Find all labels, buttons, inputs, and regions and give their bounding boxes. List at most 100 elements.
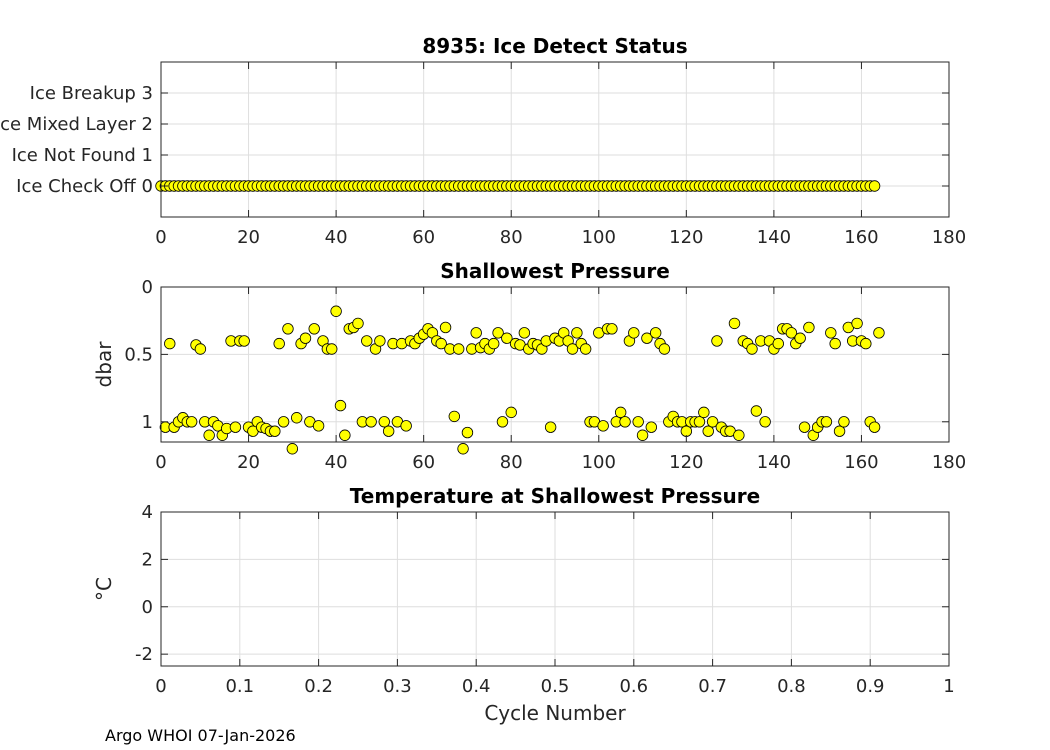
data-point <box>750 405 763 417</box>
chart-title: Temperature at Shallowest Pressure <box>350 484 760 508</box>
shallowest-pressure-panel: 0 20 40 60 80 100 120 140 160 180 0 0.5 1 Shallowest … <box>92 259 966 473</box>
data-point <box>164 337 176 350</box>
axes-frame <box>160 286 950 443</box>
data-point <box>448 410 461 423</box>
data-point <box>606 323 618 335</box>
x-tick-label: 0.6 <box>619 676 648 697</box>
x-tick-label: 160 <box>844 227 878 248</box>
data-point <box>382 425 395 437</box>
y-tick-label: Ice Breakup 3 <box>30 83 153 104</box>
data-point <box>365 416 377 428</box>
x-tick-label: 140 <box>757 452 791 473</box>
data-point <box>203 429 215 441</box>
data-point <box>711 335 723 347</box>
data-point <box>339 429 351 441</box>
y-tick-label: 2 <box>142 549 153 570</box>
data-point <box>488 337 500 350</box>
y-tick-label: 0 <box>142 597 153 618</box>
x-tick-label: 0.2 <box>304 676 333 697</box>
y-tick-label: 0.5 <box>124 344 153 365</box>
x-tick-label: 40 <box>325 227 348 248</box>
temperature-panel: 0 0.1 0.2 0.3 0.4 0.5 0.6 0.7 0.8 0.9 1-2024Temper… <box>92 484 955 725</box>
chart-title: Shallowest Pressure <box>440 259 670 283</box>
data-point <box>330 305 342 317</box>
data-point <box>461 426 474 439</box>
data-point <box>680 425 693 437</box>
data-point <box>501 332 513 344</box>
x-tick-label: 0 <box>155 452 166 473</box>
data-point <box>571 327 583 339</box>
data-point <box>282 323 294 335</box>
x-tick-label: 0.3 <box>383 676 412 697</box>
x-tick-label: 1 <box>943 676 954 697</box>
data-point <box>400 420 412 432</box>
data-point <box>803 321 815 334</box>
data-point <box>492 327 504 339</box>
x-tick-label: 60 <box>412 227 435 248</box>
x-tick-label: 140 <box>757 227 791 248</box>
y-tick-label: -2 <box>135 644 153 665</box>
x-tick-label: 180 <box>932 227 966 248</box>
x-tick-label: 100 <box>582 452 616 473</box>
data-point <box>733 429 745 441</box>
x-tick-label: 80 <box>500 452 523 473</box>
y-tick-label: Ice Not Found 1 <box>12 145 153 166</box>
axes-frame <box>160 61 950 218</box>
data-point <box>628 327 640 339</box>
data-point <box>518 327 531 339</box>
data-point <box>636 429 649 441</box>
data-point <box>238 335 250 347</box>
y-tick-label: 4 <box>142 502 153 523</box>
x-tick-label: 0.7 <box>698 676 727 697</box>
x-tick-label: 160 <box>844 452 878 473</box>
y-tick-label: 1 <box>142 412 153 433</box>
x-tick-label: 0 <box>155 227 166 248</box>
data-point <box>457 443 469 455</box>
data-point <box>566 343 579 355</box>
x-tick-label: 0.8 <box>777 676 806 697</box>
data-point <box>833 425 846 437</box>
data-point <box>229 421 242 433</box>
data-point <box>579 343 592 355</box>
data-point <box>860 337 872 350</box>
footer-label: Argo WHOI 07-Jan-2026 <box>105 726 296 745</box>
x-tick-label: 180 <box>932 452 966 473</box>
data-point <box>286 443 299 455</box>
data-point <box>326 343 338 355</box>
data-point <box>361 335 373 347</box>
data-point <box>658 343 671 355</box>
data-series <box>155 180 881 192</box>
data-point <box>269 425 281 437</box>
data-point <box>597 420 609 432</box>
ice-detect-status-panel: 0 20 40 60 80 100 120 140 160 180 Ice Check Off 0 I… <box>0 34 966 248</box>
data-point <box>825 327 837 339</box>
data-point <box>838 416 850 428</box>
y-tick-label: Ice Mixed Layer 2 <box>0 114 153 135</box>
data-point <box>496 416 509 428</box>
data-point <box>334 399 347 412</box>
plot-area <box>161 62 949 217</box>
data-point <box>645 421 658 433</box>
data-point <box>273 337 285 350</box>
data-point <box>820 416 833 428</box>
data-point <box>452 343 465 355</box>
data-point <box>759 416 771 428</box>
data-point <box>505 406 517 419</box>
data-series <box>159 305 885 455</box>
data-point <box>698 406 710 419</box>
data-point <box>352 317 364 330</box>
y-tick-label: Ice Check Off 0 <box>16 176 153 197</box>
x-tick-label: 20 <box>237 227 260 248</box>
x-tick-label: 0.5 <box>541 676 570 697</box>
data-point <box>706 416 719 428</box>
y-axis-label: dbar <box>92 341 116 388</box>
y-axis-label: °C <box>92 577 116 601</box>
chart-title: 8935: Ice Detect Status <box>422 34 687 58</box>
data-point <box>702 425 714 437</box>
x-tick-label: 0 <box>155 676 166 697</box>
data-point <box>470 327 482 339</box>
x-tick-label: 120 <box>669 452 703 473</box>
data-point <box>544 421 557 433</box>
data-point <box>277 416 290 428</box>
